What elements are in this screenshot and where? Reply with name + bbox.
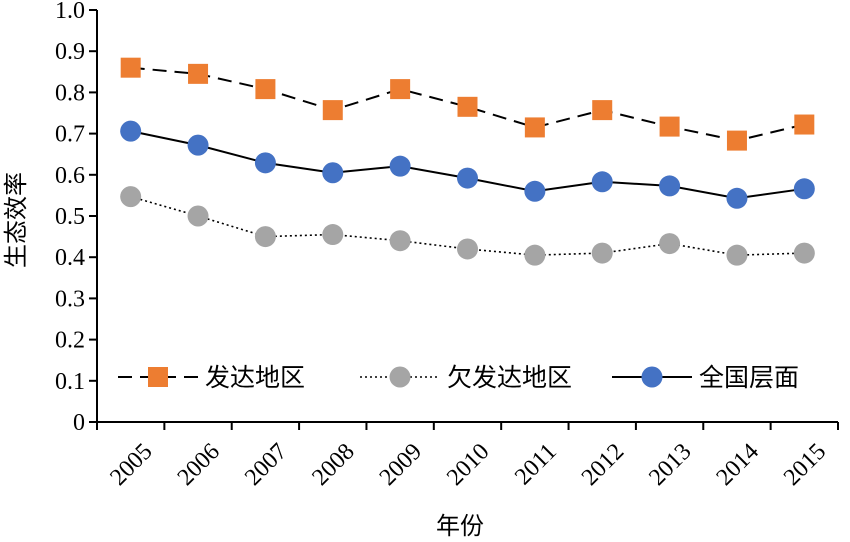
data-point: [591, 242, 613, 264]
x-tick-label: 2014: [712, 439, 764, 491]
x-tick-label: 2015: [779, 439, 831, 491]
y-tick-label: 0.9: [55, 39, 85, 65]
x-tick-label: 2006: [173, 439, 225, 491]
x-axis-title: 年份: [436, 512, 484, 540]
data-point: [524, 180, 546, 202]
data-point: [524, 117, 545, 138]
data-point: [659, 233, 681, 255]
series-layer: [120, 57, 815, 266]
y-tick-label: 0.2: [55, 328, 85, 354]
x-tick-label: 2008: [307, 439, 359, 491]
y-tick-label: 0.1: [55, 369, 85, 395]
legend-item-1: 发达地区: [118, 363, 305, 392]
legend-marker: [641, 366, 663, 388]
data-point: [457, 96, 478, 117]
legend-item-3: 全国层面: [612, 363, 799, 392]
x-tick-label: 2005: [105, 439, 157, 491]
data-point: [524, 244, 546, 266]
y-tick-label: 0.6: [55, 163, 85, 189]
data-point: [322, 224, 344, 246]
y-axis-title: 生态效率: [2, 172, 30, 268]
y-tick-label: 0.4: [55, 245, 85, 271]
data-point: [659, 116, 680, 137]
data-point: [254, 226, 276, 248]
y-tick-label: 0.3: [55, 286, 85, 312]
axes: 0 0.1 0.2 0.3 0.4 0.5 0.6 0.7 0.8 0.9 1.0 2005 2006 2…: [55, 0, 839, 491]
x-tick-label: 2013: [644, 439, 696, 491]
data-point: [322, 100, 343, 121]
data-point: [591, 171, 613, 193]
series-3: [120, 120, 815, 209]
y-tick-label: 1.0: [55, 0, 85, 24]
y-tick-label: 0: [73, 410, 85, 436]
legend-item-2: 欠发达地区: [360, 363, 572, 392]
data-point: [793, 242, 815, 264]
y-tick-label: 0.7: [55, 122, 85, 148]
data-point: [120, 120, 142, 142]
legend-marker: [148, 367, 168, 387]
series-2: [120, 186, 815, 266]
data-point: [592, 100, 613, 121]
data-point: [187, 205, 209, 227]
legend: 发达地区 欠发达地区 全国层面: [118, 363, 799, 392]
legend-label: 全国层面: [699, 363, 799, 392]
x-tick-label: 2012: [577, 439, 629, 491]
x-tick-label: 2007: [240, 439, 292, 491]
data-point: [255, 79, 276, 100]
data-point: [726, 187, 748, 209]
data-point: [120, 186, 142, 208]
legend-marker: [389, 366, 411, 388]
data-point: [793, 178, 815, 200]
series-1: [120, 57, 815, 151]
legend-label: 发达地区: [205, 363, 305, 392]
legend-label: 欠发达地区: [447, 363, 572, 392]
data-point: [188, 63, 209, 84]
series-line: [130, 66, 805, 142]
data-point: [794, 114, 815, 135]
data-point: [120, 57, 141, 78]
data-point: [726, 244, 748, 266]
x-tick-label: 2011: [510, 439, 562, 491]
data-point: [187, 134, 209, 156]
x-tick-label: 2010: [442, 439, 494, 491]
data-point: [389, 155, 411, 177]
y-tick-label: 0.5: [55, 204, 85, 230]
data-point: [726, 130, 747, 151]
y-tick-label: 0.8: [55, 80, 85, 106]
data-point: [322, 162, 344, 184]
data-point: [457, 167, 478, 189]
data-point: [254, 152, 276, 174]
data-point: [659, 175, 681, 197]
data-point: [457, 238, 478, 260]
x-tick-label: 2009: [375, 439, 427, 491]
data-point: [389, 230, 411, 252]
data-point: [390, 79, 411, 100]
